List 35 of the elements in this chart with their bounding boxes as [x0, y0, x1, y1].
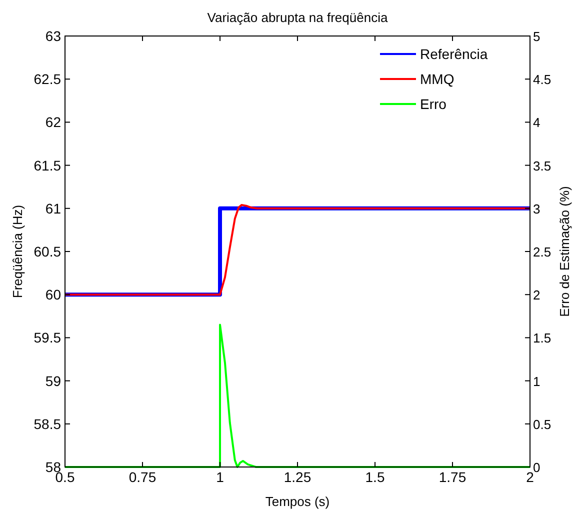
y-tick-label: 61: [45, 200, 62, 216]
y-tick-label: 59.5: [34, 330, 62, 346]
chart-title: Variação abrupta na freqüência: [207, 10, 388, 25]
y2-tick-label: 4: [533, 115, 540, 130]
y2-tick-label: 5: [533, 29, 540, 44]
y2-tick-label: 0.5: [533, 416, 552, 432]
y2-tick-label: 3: [533, 201, 540, 216]
y-tick-label: 61.5: [34, 157, 62, 174]
legend-label: MMQ: [420, 71, 454, 87]
x-tick-label: 0.75: [128, 469, 156, 485]
legend-label: Referência: [420, 46, 488, 62]
x-tick-label: 1.25: [284, 469, 312, 485]
x-tick-label: 1: [216, 469, 224, 485]
y-tick-label: 62.5: [34, 71, 62, 88]
y-tick-label: 58.5: [34, 416, 62, 432]
y-tick-label: 60.5: [34, 244, 62, 260]
y-tick-label: 62: [45, 114, 62, 130]
legend-label: Erro: [420, 96, 447, 112]
line-series: [64, 324, 531, 468]
y2-tick-label: 3.5: [533, 158, 552, 174]
x-axis-title: Tempos (s): [265, 494, 330, 509]
y2-tick-label: 1: [533, 374, 540, 389]
x-tick-label: 2: [526, 469, 534, 485]
y2-tick-label: 2: [533, 288, 540, 303]
y-tick-label: 63: [45, 28, 62, 44]
y-tick-label: 60: [45, 286, 62, 303]
y-axis-title: Freqüência (Hz): [10, 204, 25, 298]
y2-tick-label: 2.5: [533, 244, 552, 260]
y2-axis-title: Erro de Estimação (%): [557, 186, 572, 317]
y2-tick-label: 1.5: [533, 330, 552, 346]
y2-tick-label: 0: [533, 460, 540, 475]
x-tick-label: 1.75: [438, 469, 466, 485]
y2-tick-label: 4.5: [533, 72, 552, 88]
x-tick-label: 1.5: [365, 469, 385, 485]
y-tick-label: 59: [45, 372, 62, 389]
